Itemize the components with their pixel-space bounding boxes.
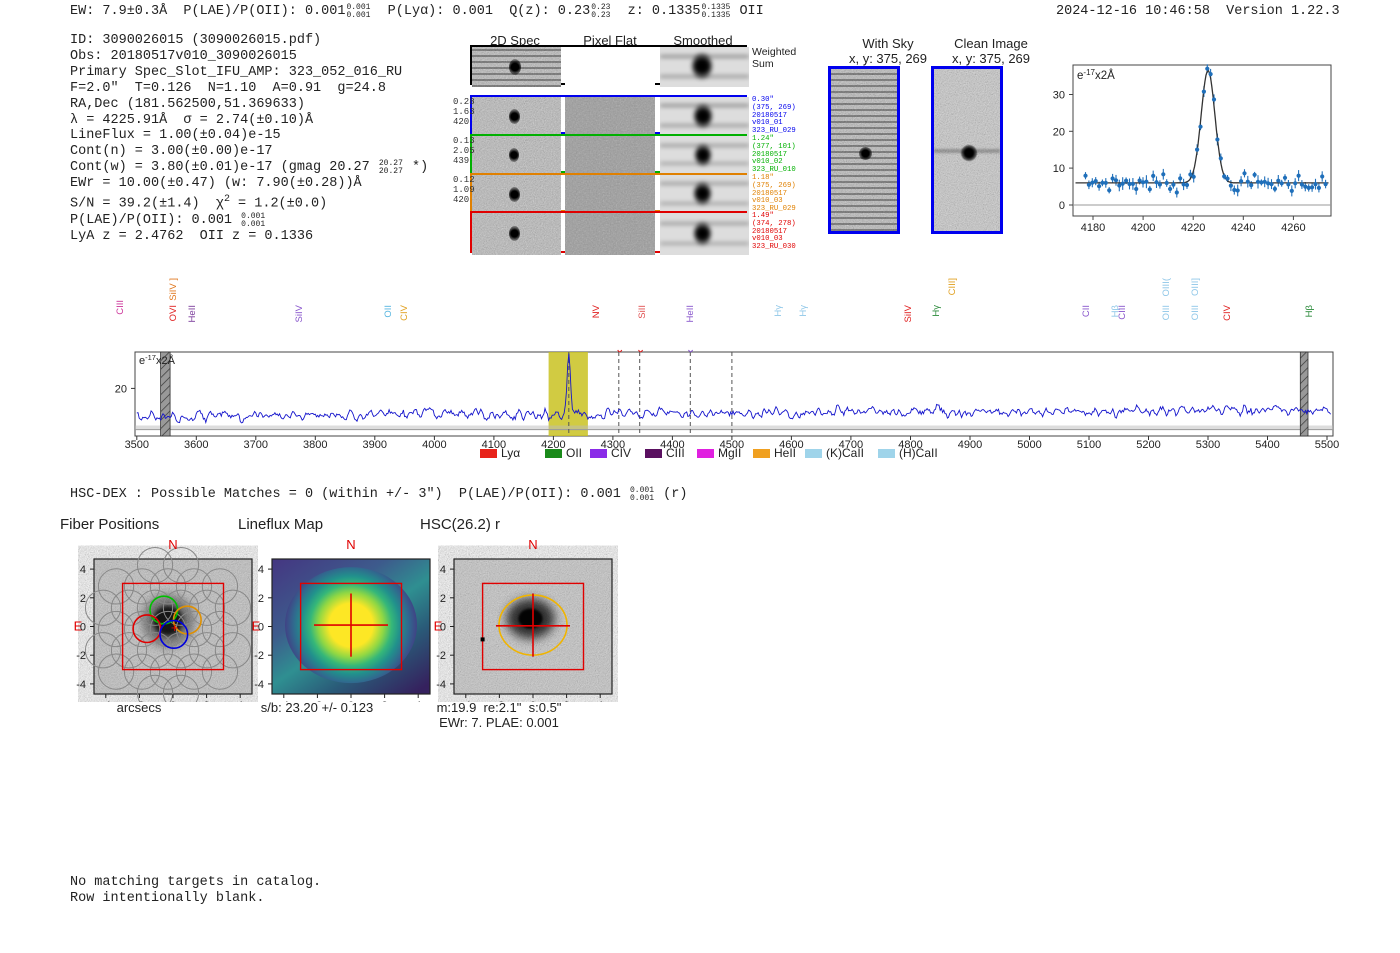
svg-text:-4: -4 [436,679,446,691]
svg-text:-4: -4 [254,679,264,691]
svg-text:20: 20 [115,383,127,395]
svg-text:5300: 5300 [1196,439,1220,451]
svg-text:10: 10 [1053,163,1065,175]
svg-text:4260: 4260 [1281,222,1305,234]
svg-text:4200: 4200 [541,439,565,451]
svg-text:0: 0 [80,622,86,634]
svg-text:4800: 4800 [898,439,922,451]
svg-text:4220: 4220 [1181,222,1205,234]
svg-text:+: + [171,620,179,635]
svg-text:4000: 4000 [422,439,446,451]
svg-text:5000: 5000 [1017,439,1041,451]
svg-text:2: 2 [80,593,86,605]
svg-text:4: 4 [440,564,446,576]
svg-text:N: N [528,537,537,552]
svg-text:3600: 3600 [184,439,208,451]
svg-text:4200: 4200 [1131,222,1155,234]
svg-text:20: 20 [1053,126,1065,138]
svg-text:5500: 5500 [1315,439,1339,451]
svg-text:4240: 4240 [1231,222,1255,234]
svg-text:5100: 5100 [1077,439,1101,451]
svg-text:4500: 4500 [720,439,744,451]
svg-text:4: 4 [258,564,264,576]
svg-text:3500: 3500 [125,439,149,451]
svg-text:N: N [346,537,355,552]
svg-text:2: 2 [440,593,446,605]
svg-text:0: 0 [1059,200,1065,212]
svg-text:3800: 3800 [303,439,327,451]
svg-text:-4: -4 [76,679,86,691]
svg-text:4: 4 [597,700,603,702]
svg-text:3700: 3700 [244,439,268,451]
svg-text:4100: 4100 [482,439,506,451]
svg-text:e-17x2Å: e-17x2Å [1077,68,1115,82]
svg-text:3900: 3900 [363,439,387,451]
svg-text:4180: 4180 [1081,222,1105,234]
svg-text:4700: 4700 [839,439,863,451]
svg-text:5400: 5400 [1255,439,1279,451]
svg-text:-2: -2 [76,650,86,662]
svg-text:4: 4 [80,564,86,576]
svg-text:-2: -2 [254,650,264,662]
svg-text:-2: -2 [436,650,446,662]
svg-text:4900: 4900 [958,439,982,451]
svg-text:N: N [168,537,177,552]
svg-text:4600: 4600 [779,439,803,451]
svg-text:e-17x2Å: e-17x2Å [139,353,176,367]
svg-text:0: 0 [258,622,264,634]
svg-text:2: 2 [258,593,264,605]
svg-text:4400: 4400 [660,439,684,451]
svg-text:5200: 5200 [1136,439,1160,451]
svg-text:4300: 4300 [601,439,625,451]
svg-text:0: 0 [440,622,446,634]
svg-text:30: 30 [1053,90,1065,102]
